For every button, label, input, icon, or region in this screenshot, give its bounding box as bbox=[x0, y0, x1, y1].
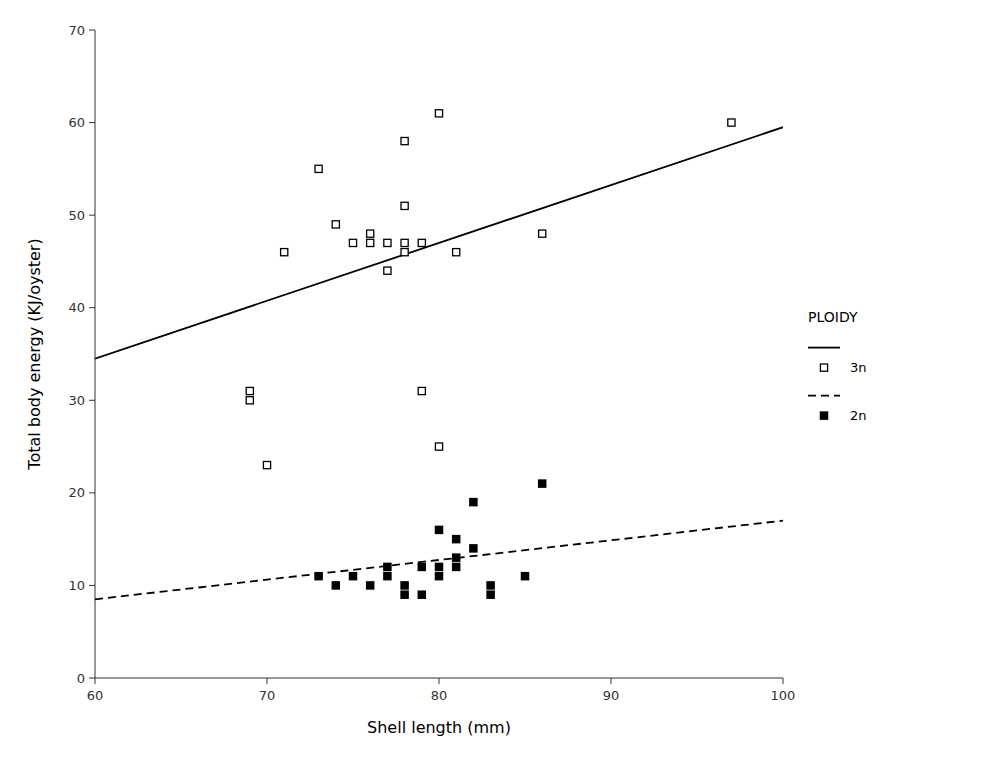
y-tick bbox=[89, 307, 95, 308]
point bbox=[418, 563, 425, 570]
y-tick bbox=[89, 585, 95, 586]
legend-line bbox=[808, 395, 840, 397]
legend-label: 3n bbox=[850, 360, 867, 375]
legend-line bbox=[808, 347, 840, 349]
y-tick-label: 70 bbox=[68, 23, 85, 38]
point bbox=[384, 573, 391, 580]
plot-area bbox=[95, 110, 783, 600]
point bbox=[315, 573, 322, 580]
x-tick bbox=[783, 678, 784, 684]
legend-title: PLOIDY bbox=[808, 309, 858, 325]
point bbox=[435, 526, 442, 533]
y-tick bbox=[89, 122, 95, 123]
y-tick bbox=[89, 492, 95, 493]
point bbox=[367, 582, 374, 589]
y-tick bbox=[89, 30, 95, 31]
point bbox=[332, 221, 339, 228]
point bbox=[435, 110, 442, 117]
x-tick-label: 90 bbox=[603, 688, 620, 703]
fit-line bbox=[95, 521, 783, 600]
point bbox=[539, 480, 546, 487]
point bbox=[349, 573, 356, 580]
y-tick-label: 20 bbox=[68, 485, 85, 500]
y-tick-label: 60 bbox=[68, 115, 85, 130]
legend: PLOIDY 3n 2n bbox=[808, 309, 867, 424]
point bbox=[728, 119, 735, 126]
y-tick-label: 10 bbox=[68, 578, 85, 593]
axes: 60 70 80 90 100 0 10 20 30 40 50 60 70 bbox=[68, 23, 795, 704]
point bbox=[435, 573, 442, 580]
y-tick-label: 30 bbox=[68, 393, 85, 408]
point bbox=[539, 230, 546, 237]
point bbox=[349, 239, 356, 246]
y-axis-line bbox=[95, 30, 96, 678]
x-axis-label: Shell length (mm) bbox=[367, 718, 511, 737]
x-tick-label: 100 bbox=[771, 688, 796, 703]
point bbox=[401, 582, 408, 589]
point bbox=[367, 230, 374, 237]
x-tick-label: 80 bbox=[431, 688, 448, 703]
legend-label: 2n bbox=[850, 408, 867, 423]
point bbox=[487, 591, 494, 598]
point bbox=[453, 563, 460, 570]
y-tick bbox=[89, 215, 95, 216]
fit-lines bbox=[95, 127, 783, 599]
point bbox=[435, 443, 442, 450]
point bbox=[453, 249, 460, 256]
y-tick-label: 40 bbox=[68, 300, 85, 315]
point bbox=[281, 249, 288, 256]
points bbox=[246, 110, 735, 599]
y-tick bbox=[89, 678, 95, 679]
point bbox=[418, 591, 425, 598]
point bbox=[401, 239, 408, 246]
point bbox=[470, 499, 477, 506]
point bbox=[435, 563, 442, 570]
point bbox=[384, 563, 391, 570]
point bbox=[487, 582, 494, 589]
x-tick-label: 70 bbox=[259, 688, 276, 703]
fit-line bbox=[95, 127, 783, 358]
y-tick bbox=[89, 400, 95, 401]
point bbox=[418, 387, 425, 394]
y-tick-label: 50 bbox=[68, 208, 85, 223]
point bbox=[384, 267, 391, 274]
legend-marker bbox=[820, 364, 827, 371]
point bbox=[246, 397, 253, 404]
point bbox=[470, 545, 477, 552]
x-tick-label: 60 bbox=[87, 688, 104, 703]
point bbox=[418, 239, 425, 246]
x-tick bbox=[611, 678, 612, 684]
point bbox=[453, 554, 460, 561]
point bbox=[332, 582, 339, 589]
point bbox=[401, 137, 408, 144]
chart: 60 70 80 90 100 0 10 20 30 40 50 60 70 Shell length (… bbox=[0, 0, 983, 758]
point bbox=[401, 202, 408, 209]
point bbox=[246, 387, 253, 394]
legend-marker bbox=[820, 412, 827, 419]
point bbox=[367, 239, 374, 246]
point bbox=[453, 536, 460, 543]
x-tick bbox=[439, 678, 440, 684]
y-tick-label: 0 bbox=[77, 671, 85, 686]
point bbox=[384, 239, 391, 246]
point bbox=[401, 591, 408, 598]
point bbox=[315, 165, 322, 172]
point bbox=[401, 249, 408, 256]
x-tick bbox=[95, 678, 96, 684]
y-axis-label: Total body energy (KJ/oyster) bbox=[25, 238, 44, 470]
x-tick bbox=[267, 678, 268, 684]
point bbox=[263, 461, 270, 468]
point bbox=[521, 573, 528, 580]
